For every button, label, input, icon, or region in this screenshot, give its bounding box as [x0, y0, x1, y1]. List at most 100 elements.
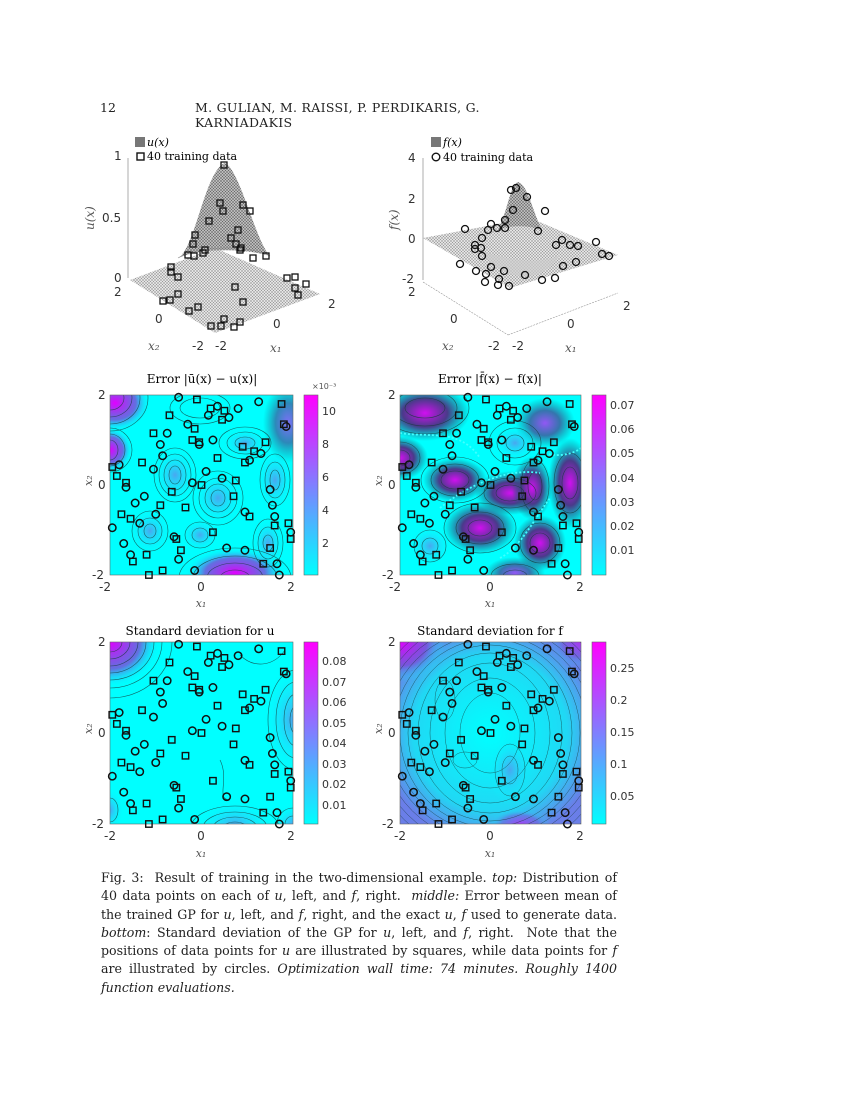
circle-marker [483, 687, 493, 697]
circle-marker [265, 733, 275, 743]
circle-marker [174, 554, 184, 564]
circle-marker [114, 460, 124, 470]
square-marker [261, 438, 270, 447]
square-marker [479, 672, 488, 681]
legend-circle-marker [431, 152, 441, 162]
square-marker [457, 487, 465, 496]
circle-marker [222, 543, 232, 553]
circle-marker [529, 794, 538, 804]
square-marker [172, 783, 181, 792]
square-marker [427, 458, 436, 467]
circle-marker [420, 746, 430, 756]
colorbar [303, 394, 319, 576]
legend-training-label: 40 training data [147, 150, 237, 163]
circle-marker [126, 550, 136, 560]
square-marker [241, 706, 249, 715]
colorbar-multiplier: ×10⁻³ [312, 382, 336, 391]
square-marker [122, 726, 130, 735]
ytick-neg2: -2 [92, 817, 104, 831]
square-marker [407, 758, 416, 767]
square-marker [220, 654, 229, 662]
circle-marker [558, 760, 568, 770]
x-axis-label: x₁ [485, 847, 496, 860]
square-marker [193, 395, 201, 404]
circle-marker [562, 570, 572, 580]
circle-marker [187, 478, 197, 488]
cbar-tick: 0.07 [322, 676, 347, 689]
x1-tick-0: 0 [273, 317, 281, 331]
square-marker [213, 701, 222, 710]
training-markers [107, 639, 296, 829]
square-marker [270, 521, 279, 530]
circle-marker [445, 440, 455, 449]
circle-marker [121, 730, 131, 740]
square-marker [117, 758, 126, 767]
u-surface-plot: u(x) 40 training data 1 0.5 0 u(x) 2 0 -… [83, 136, 336, 355]
x1-axis-label: x₁ [270, 341, 282, 355]
square-marker [279, 667, 288, 676]
square-marker [434, 820, 443, 828]
square-marker [445, 501, 454, 510]
square-marker [407, 510, 416, 519]
cbar-tick: 0.03 [322, 758, 347, 771]
circle-marker [501, 401, 511, 411]
circle-marker [183, 667, 193, 677]
cbar-tick: 0.05 [610, 790, 635, 803]
cbar-tick: 0.03 [610, 496, 635, 509]
circle-marker [544, 449, 554, 458]
x1-axis-label: x₁ [565, 341, 577, 355]
circle-marker [272, 808, 282, 818]
square-marker [238, 690, 247, 699]
circle-marker [429, 739, 439, 749]
square-marker [158, 566, 167, 575]
square-marker [138, 706, 146, 715]
circle-marker [542, 644, 552, 654]
circle-marker [286, 776, 296, 786]
y-axis-label: x₂ [372, 723, 385, 734]
square-marker [518, 740, 527, 749]
circle-marker [194, 440, 204, 449]
xtick-2: 2 [287, 829, 295, 843]
square-marker [454, 411, 463, 420]
square-marker [572, 519, 581, 528]
square-marker [568, 667, 576, 676]
square-marker [482, 395, 490, 404]
circle-marker [553, 733, 563, 743]
circle-marker [533, 703, 543, 713]
circle-marker [424, 767, 434, 777]
square-marker [209, 776, 217, 785]
square-marker [245, 760, 254, 769]
colorbar [591, 641, 607, 825]
cbar-tick: 0.02 [610, 520, 635, 533]
square-marker [261, 685, 270, 694]
circle-marker [560, 559, 570, 569]
plot-title: Error |ū(x) − u(x)| [147, 372, 258, 386]
square-marker [572, 767, 581, 776]
square-marker [165, 658, 174, 667]
square-marker [454, 658, 463, 667]
legend-surface-swatch [431, 137, 441, 147]
square-marker [502, 454, 511, 462]
xtick-0: 0 [197, 829, 205, 843]
circle-marker [440, 758, 450, 768]
ytick-2: 2 [98, 635, 106, 649]
square-marker [112, 472, 121, 480]
error-f-plot: Error |f̄(x) − f(x)| [372, 370, 635, 610]
square-marker [144, 820, 153, 828]
square-marker [411, 478, 420, 487]
square-marker [509, 654, 518, 662]
xtick-2: 2 [576, 829, 584, 843]
x2-tick-0: 0 [450, 312, 458, 326]
square-marker [547, 808, 556, 817]
circle-marker [256, 696, 266, 706]
xtick-0: 0 [486, 829, 494, 843]
colorbar [591, 394, 607, 576]
circle-marker [114, 708, 124, 717]
legend-training-label: 40 training data [443, 151, 533, 164]
square-marker [461, 535, 470, 543]
square-marker [209, 528, 217, 537]
square-marker [266, 792, 275, 801]
square-marker [181, 751, 190, 760]
plot-title: Standard deviation for u [126, 624, 275, 638]
circle-marker [452, 676, 462, 686]
